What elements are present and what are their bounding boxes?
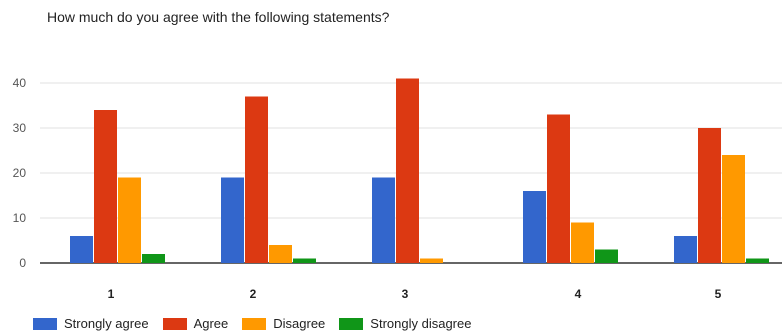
legend-item-disagree: Disagree — [242, 316, 325, 331]
legend-swatch — [242, 317, 267, 330]
chart-title: How much do you agree with the following… — [47, 9, 390, 25]
bar-agree-1 — [94, 110, 117, 263]
y-tick-label: 40 — [13, 76, 27, 90]
legend-swatch — [33, 317, 57, 330]
bar-strongly-disagree-1 — [142, 254, 165, 263]
legend-label: Disagree — [273, 316, 326, 331]
bar-strongly-agree-1 — [70, 236, 93, 263]
bar-agree-2 — [245, 96, 268, 263]
bar-strongly-agree-4 — [523, 191, 546, 263]
bar-disagree-4 — [571, 222, 594, 263]
legend-item-agree: Agree — [162, 316, 229, 331]
bar-agree-4 — [547, 114, 570, 263]
legend-label: Agree — [193, 316, 229, 331]
bar-strongly-agree-5 — [674, 236, 697, 263]
x-category-label: 4 — [575, 287, 582, 301]
bar-strongly-disagree-5 — [746, 258, 769, 263]
legend-label: Strongly disagree — [370, 316, 472, 331]
bar-disagree-3 — [420, 258, 443, 263]
legend-label: Strongly agree — [64, 316, 149, 331]
y-tick-label: 10 — [13, 211, 27, 225]
x-category-label: 2 — [250, 287, 257, 301]
x-category-label: 5 — [715, 287, 722, 301]
bar-strongly-disagree-4 — [595, 249, 618, 263]
legend-item-strongly-disagree: Strongly disagree — [339, 316, 471, 331]
y-tick-label: 20 — [13, 166, 27, 180]
bar-disagree-2 — [269, 245, 292, 263]
legend-swatch — [162, 317, 187, 330]
bar-agree-5 — [698, 128, 721, 263]
bar-strongly-agree-3 — [372, 177, 395, 263]
bar-strongly-agree-2 — [221, 177, 244, 263]
y-tick-label: 30 — [13, 121, 27, 135]
bar-disagree-1 — [118, 177, 141, 263]
y-tick-label: 0 — [19, 256, 26, 270]
x-category-label: 1 — [108, 287, 115, 301]
x-category-label: 3 — [402, 287, 409, 301]
bar-strongly-disagree-2 — [293, 258, 316, 263]
bar-disagree-5 — [722, 155, 745, 263]
bar-agree-3 — [396, 78, 419, 263]
legend-swatch — [339, 317, 364, 330]
chart-legend: Strongly agree Agree Disagree Strongly disa… — [33, 316, 485, 331]
legend-item-strongly-agree: Strongly agree — [33, 316, 149, 331]
